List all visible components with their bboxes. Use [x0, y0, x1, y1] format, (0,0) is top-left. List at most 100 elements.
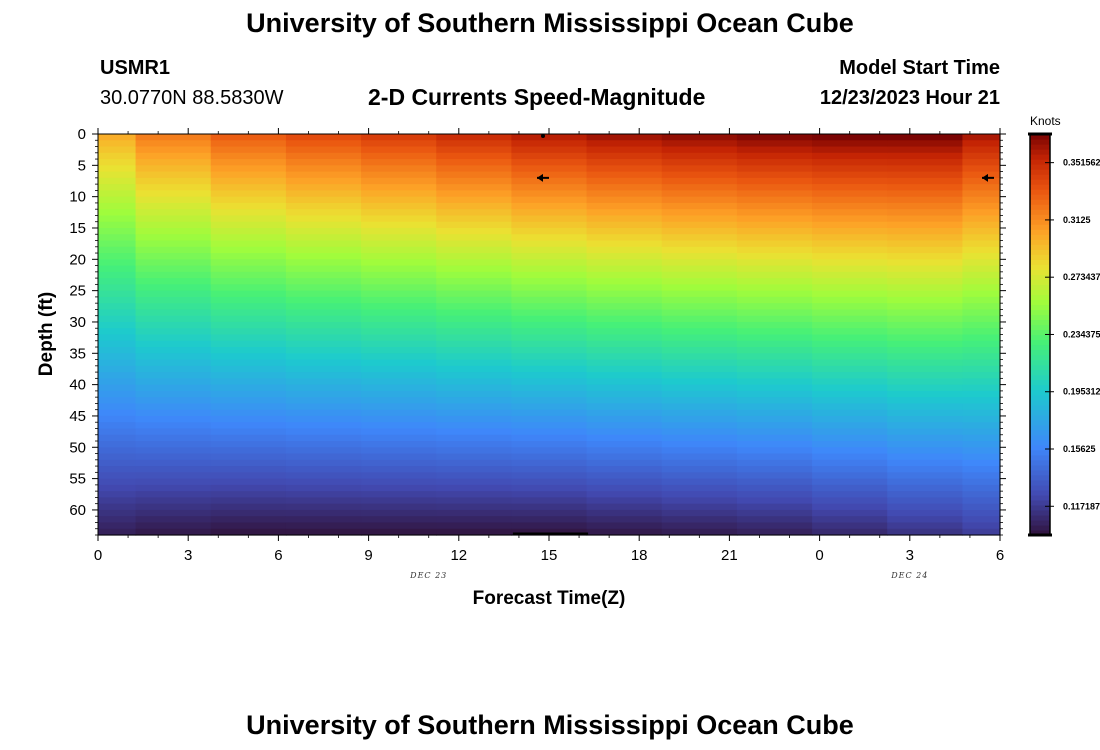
heatmap-cell	[285, 165, 362, 173]
heatmap-cell	[210, 409, 287, 417]
heatmap-cell	[285, 478, 362, 486]
heatmap-cell	[736, 359, 813, 367]
colorbar-segment	[1030, 404, 1050, 411]
heatmap-cell	[436, 234, 513, 242]
y-tick-label: 60	[69, 502, 86, 519]
colorbar-segment	[1030, 489, 1050, 496]
heatmap-cell	[586, 334, 663, 342]
heatmap-cell	[436, 403, 513, 411]
heatmap-cell	[135, 384, 212, 392]
y-tick-label: 0	[78, 126, 86, 143]
heatmap-cell	[135, 378, 212, 386]
heatmap-cell	[962, 447, 1001, 455]
x-tick-label: 12	[450, 547, 467, 564]
heatmap-cell	[285, 278, 362, 285]
y-tick-label: 25	[69, 283, 86, 300]
heatmap-cell	[661, 152, 738, 160]
heatmap-cell	[361, 378, 437, 386]
heatmap-cell	[210, 309, 287, 317]
colorbar-segment	[1030, 359, 1050, 366]
heatmap-cell	[887, 146, 964, 154]
heatmap-cell	[511, 397, 588, 405]
heatmap-cell	[661, 428, 738, 436]
heatmap-cell	[736, 472, 813, 480]
heatmap-cell	[586, 290, 663, 298]
heatmap-cell	[135, 359, 212, 367]
heatmap-cell	[962, 509, 1001, 517]
heatmap-cell	[736, 321, 813, 329]
heatmap-cell	[210, 227, 287, 235]
colorbar-tick-label: 0.3125	[1063, 215, 1091, 225]
colorbar-segment	[1030, 299, 1050, 306]
heatmap-cell	[135, 466, 212, 473]
heatmap-cell	[361, 290, 437, 298]
heatmap-cell	[511, 484, 588, 492]
heatmap-cell	[586, 240, 663, 248]
heatmap-cell	[285, 528, 362, 536]
heatmap-cell	[98, 246, 137, 254]
heatmap-cell	[661, 509, 738, 517]
colorbar-segment	[1030, 204, 1050, 210]
heatmap-cell	[962, 434, 1001, 442]
page-title-bottom: University of Southern Mississippi Ocean…	[246, 710, 854, 740]
heatmap-cell	[586, 315, 663, 323]
heatmap-cell	[586, 447, 663, 455]
heatmap-cell	[511, 516, 588, 524]
heatmap-cell	[736, 453, 813, 461]
heatmap-cell	[962, 516, 1001, 524]
heatmap-cell	[511, 459, 588, 467]
colorbar-segment	[1030, 254, 1050, 260]
colorbar-tick-label: 0.195312	[1063, 387, 1100, 397]
heatmap-cell	[962, 397, 1001, 405]
heatmap-cell	[962, 372, 1001, 379]
heatmap-cell	[285, 484, 362, 492]
heatmap-cell	[436, 284, 513, 292]
heatmap-cell	[361, 134, 437, 141]
x-axis-label: Forecast Time(Z)	[473, 588, 626, 609]
heatmap-cell	[135, 309, 212, 317]
heatmap-cell	[285, 303, 362, 311]
colorbar-segment	[1030, 274, 1050, 280]
heatmap-cell	[812, 453, 888, 461]
heatmap-cell	[98, 253, 137, 260]
heatmap-cell	[98, 321, 137, 329]
heatmap-cell	[586, 303, 663, 311]
colorbar-segment	[1030, 144, 1050, 150]
colorbar-segment	[1030, 454, 1050, 461]
heatmap-cell	[586, 271, 663, 279]
heatmap-cell	[812, 472, 888, 480]
heatmap-cell	[511, 321, 588, 329]
heatmap-cell	[661, 259, 738, 267]
heatmap-cell	[285, 409, 362, 417]
heatmap-cell	[135, 522, 212, 530]
colorbar-segment	[1030, 339, 1050, 346]
heatmap-cell	[436, 134, 513, 141]
colorbar-segment	[1030, 504, 1050, 511]
heatmap-cell	[285, 334, 362, 342]
heatmap-cell	[962, 190, 1001, 198]
heatmap-cell	[812, 484, 888, 492]
heatmap-cell	[887, 253, 964, 260]
heatmap-cell	[736, 428, 813, 436]
heatmap-cell	[210, 522, 287, 530]
heatmap-cell	[361, 372, 437, 379]
heatmap-cell	[436, 459, 513, 467]
heatmap-cell	[98, 353, 137, 361]
heatmap-cell	[436, 215, 513, 223]
heatmap-cell	[210, 378, 287, 386]
heatmap-cell	[436, 353, 513, 361]
heatmap-cell	[887, 303, 964, 311]
heatmap-cell	[135, 240, 212, 248]
heatmap-cell	[661, 190, 738, 198]
heatmap-cell	[586, 246, 663, 254]
heatmap-cell	[887, 278, 964, 285]
heatmap-cell	[511, 315, 588, 323]
heatmap-cell	[135, 409, 212, 417]
colorbar-segment	[1030, 229, 1050, 235]
heatmap-cell	[586, 472, 663, 480]
heatmap-cell	[962, 177, 1001, 185]
heatmap-cell	[361, 422, 437, 430]
heatmap-cell	[661, 315, 738, 323]
heatmap-cell	[661, 516, 738, 524]
heatmap-cell	[586, 177, 663, 185]
